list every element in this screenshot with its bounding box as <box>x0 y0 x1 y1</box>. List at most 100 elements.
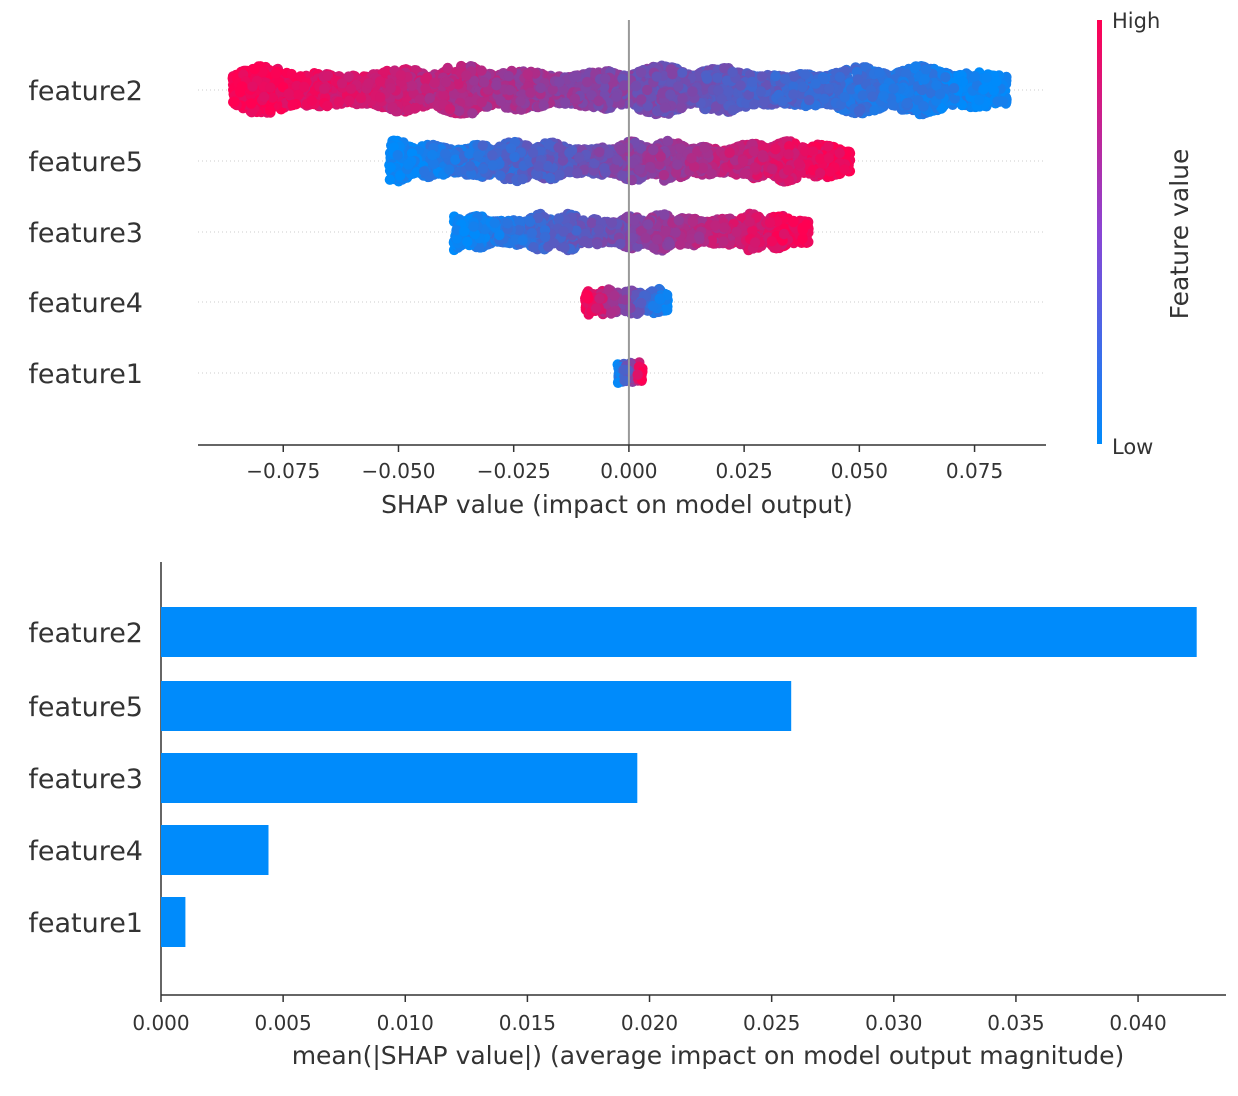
shap-point <box>515 95 526 107</box>
shap-point <box>461 70 472 81</box>
shap-point <box>407 80 418 91</box>
shap-point <box>363 78 374 89</box>
shap-point <box>491 80 502 91</box>
shap-point <box>991 76 1002 87</box>
shap-point <box>525 87 536 98</box>
shap-point <box>249 63 260 75</box>
shap-point <box>538 100 549 111</box>
shap-point <box>940 72 951 83</box>
shap-point <box>727 66 738 78</box>
shap-point <box>667 69 678 80</box>
beeswarm-feature2 <box>227 60 1012 120</box>
shap-point <box>799 69 811 80</box>
shap-point <box>283 88 294 99</box>
shap-point <box>479 77 490 88</box>
shap-point <box>467 108 478 119</box>
shap-point <box>659 102 671 113</box>
shap-point <box>344 95 355 106</box>
shap-point <box>322 100 333 112</box>
shap-point <box>823 83 835 94</box>
shap-point <box>978 84 989 95</box>
shap-point <box>948 83 960 94</box>
shap-point <box>600 73 611 85</box>
shap-point <box>611 91 622 103</box>
shap-point <box>522 69 533 80</box>
shap-point <box>712 72 723 84</box>
shap-point <box>504 84 516 96</box>
shap-point <box>265 82 276 93</box>
shap-point <box>918 100 929 112</box>
shap-point <box>476 65 487 76</box>
shap-point <box>997 96 1009 107</box>
shap-point <box>916 84 928 96</box>
shap-point <box>420 83 431 94</box>
shap-point <box>770 70 781 82</box>
shap-point <box>235 86 246 98</box>
shap-point <box>495 95 506 107</box>
shap-point <box>867 91 878 102</box>
shap-point <box>874 67 885 78</box>
shap-point <box>701 73 713 84</box>
shap-point <box>651 71 662 82</box>
feature-label: feature2 <box>28 76 143 107</box>
shap-point <box>749 99 760 110</box>
shap-point <box>229 96 240 107</box>
shap-point <box>336 78 348 89</box>
shap-point <box>593 95 604 107</box>
shap-point <box>677 67 688 78</box>
shap-point <box>410 102 421 114</box>
shap-point <box>440 76 452 88</box>
feature-label: feature5 <box>28 147 143 178</box>
shap-point <box>804 94 815 106</box>
shap-point <box>988 85 1000 96</box>
shap-point <box>387 102 398 113</box>
shap-point <box>569 93 581 105</box>
shap-point <box>375 92 386 103</box>
beeswarm-chart: feature2feature5feature3feature4feature1… <box>28 20 1046 519</box>
shap-point <box>503 71 514 82</box>
shap-point <box>779 73 791 85</box>
shap-point <box>298 81 310 93</box>
shap-point <box>869 105 880 116</box>
shap-point <box>757 71 768 82</box>
shap-point <box>673 81 684 92</box>
shap-point <box>264 105 276 116</box>
shap-point <box>723 86 734 97</box>
shap-point <box>910 61 921 72</box>
shap-point <box>920 64 931 75</box>
shap-point <box>453 105 465 117</box>
shap-point <box>969 71 981 82</box>
shap-point <box>319 83 330 95</box>
shap-point <box>355 92 367 104</box>
shap-point <box>981 72 992 83</box>
shap-point <box>429 77 440 89</box>
shap-point <box>554 76 565 88</box>
shap-point <box>888 83 899 94</box>
shap-point <box>306 95 318 106</box>
shap-point <box>810 78 821 89</box>
shap-point <box>797 81 808 93</box>
shap-point <box>788 89 799 100</box>
shap-point <box>758 97 770 108</box>
shap-point <box>444 103 456 115</box>
shap-point <box>635 67 647 78</box>
shap-point <box>258 91 270 103</box>
shap-point <box>385 83 396 94</box>
shap-point <box>901 97 913 109</box>
shap-point <box>535 82 546 94</box>
shap-point <box>333 96 345 108</box>
shap-point <box>287 99 298 111</box>
shap-point <box>878 90 889 102</box>
shap-point <box>247 81 258 92</box>
shap-point <box>665 89 676 100</box>
shap-point <box>246 98 257 109</box>
shap-point <box>839 92 850 103</box>
shap-point <box>395 70 407 81</box>
shap-point <box>345 83 357 95</box>
shap-point <box>887 99 898 111</box>
shap-point <box>727 105 738 116</box>
shap-point <box>286 68 297 80</box>
shap-point <box>974 94 985 106</box>
shap-point <box>819 93 830 105</box>
